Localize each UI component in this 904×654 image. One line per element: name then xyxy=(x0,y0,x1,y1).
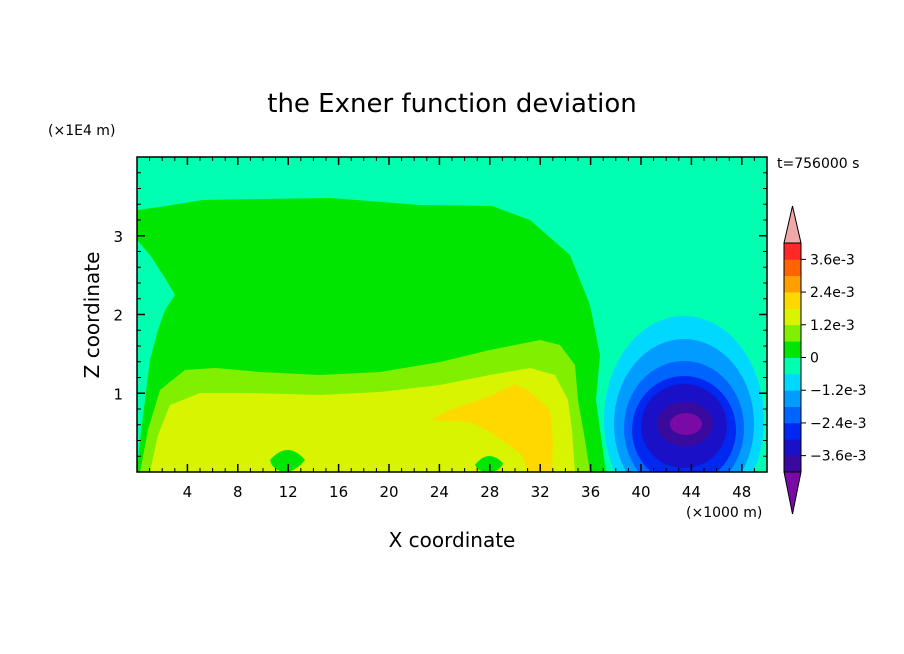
colorbar-swatch xyxy=(784,292,801,309)
colorbar-tick-label: −3.6e-3 xyxy=(810,449,867,465)
y-axis-label: Z coordinate xyxy=(80,252,104,379)
contour-region-left-edge xyxy=(137,240,175,472)
chart-title: the Exner function deviation xyxy=(267,89,637,119)
colorbar-tick-label: −2.4e-3 xyxy=(810,416,867,432)
colorbar-swatch xyxy=(784,324,801,342)
x-tick-label: 36 xyxy=(581,483,600,501)
x-tick-label: 16 xyxy=(329,483,348,501)
colorbar-tick-label: 2.4e-3 xyxy=(810,285,855,301)
contour-region-upper-right-notch xyxy=(480,157,600,178)
x-tick-label: 48 xyxy=(732,483,751,501)
colorbar-swatch xyxy=(784,243,801,260)
y-tick-label: 1 xyxy=(113,385,123,403)
x-unit-label: (×1000 m) xyxy=(686,505,762,521)
colorbar-swatch xyxy=(784,357,801,375)
x-tick-label: 40 xyxy=(631,483,650,501)
contour-region-small-pocket-2 xyxy=(475,455,503,472)
x-tick-label: 4 xyxy=(183,483,193,501)
time-label: t=756000 s xyxy=(777,156,859,172)
colorbar-extend-bottom xyxy=(783,471,802,515)
colorbar-swatch xyxy=(784,275,801,293)
colorbar-extend-top xyxy=(783,205,802,244)
x-tick-label: 28 xyxy=(480,483,499,501)
contour-region-low-7 xyxy=(670,413,702,435)
contour-region-upper-left-notch xyxy=(137,157,275,210)
colorbar-swatch xyxy=(784,308,801,326)
colorbar-swatch xyxy=(784,259,801,277)
x-tick-label: 12 xyxy=(279,483,298,501)
x-tick-label: 8 xyxy=(233,483,243,501)
colorbar-swatch xyxy=(784,455,801,473)
contour-fill-layer xyxy=(137,157,767,472)
colorbar-swatch xyxy=(784,373,801,391)
x-axis-label: X coordinate xyxy=(389,528,516,552)
colorbar-swatch xyxy=(784,406,801,424)
contour-region-small-pocket-1 xyxy=(270,450,305,472)
y-tick-label: 2 xyxy=(113,307,123,325)
contour-region-mid-positive xyxy=(150,368,575,472)
colorbar-tick-label: 1.2e-3 xyxy=(810,318,855,334)
y-unit-label: (×1E4 m) xyxy=(48,123,115,139)
colorbar: 3.6e-3 2.4e-3 1.2e-3 0 −1.2e-3 −2.4e-3 −3.6e-3 xyxy=(783,205,867,515)
x-tick-label: 32 xyxy=(531,483,550,501)
x-tick-label: 20 xyxy=(379,483,398,501)
colorbar-tick-label: 0 xyxy=(810,351,819,367)
colorbar-tick-label: −1.2e-3 xyxy=(810,383,867,399)
x-tick-label: 44 xyxy=(682,483,701,501)
colorbar-tick-label: 3.6e-3 xyxy=(810,252,855,268)
contour-region-positive-max xyxy=(430,384,553,472)
x-tick-label: 24 xyxy=(430,483,449,501)
y-tick-label: 3 xyxy=(113,228,123,246)
colorbar-swatch xyxy=(784,422,801,440)
colorbar-swatch xyxy=(784,390,801,407)
colorbar-swatch xyxy=(784,341,801,358)
colorbar-swatch xyxy=(784,439,801,457)
